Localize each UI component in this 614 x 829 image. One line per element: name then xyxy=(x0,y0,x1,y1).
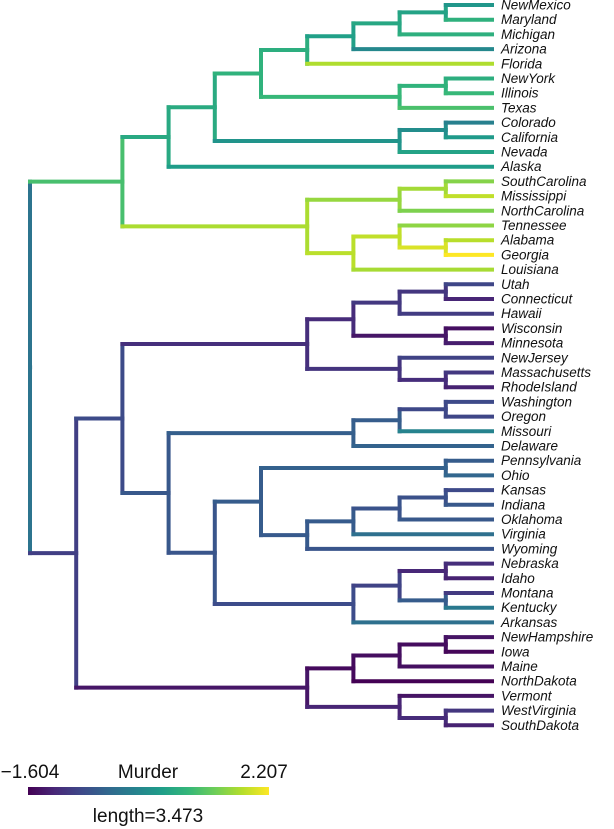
tip-label-newhampshire: NewHampshire xyxy=(501,630,593,645)
tip-label-idaho: Idaho xyxy=(501,571,535,586)
tip-label-rhodeisland: RhodeIsland xyxy=(501,380,577,395)
tip-label-louisiana: Louisiana xyxy=(501,262,559,277)
legend-length-label: length=3.473 xyxy=(93,806,203,827)
tip-label-utah: Utah xyxy=(501,277,530,292)
tip-label-newmexico: NewMexico xyxy=(501,0,571,13)
tip-label-northdakota: NorthDakota xyxy=(501,674,577,689)
tip-label-california: California xyxy=(501,130,559,145)
tip-label-alaska: Alaska xyxy=(500,159,542,174)
tip-label-washington: Washington xyxy=(501,394,572,409)
tip-label-hawaii: Hawaii xyxy=(501,306,543,321)
tip-label-maine: Maine xyxy=(501,659,538,674)
tip-label-southdakota: SouthDakota xyxy=(501,718,580,733)
tip-label-pennsylvania: Pennsylvania xyxy=(501,453,582,468)
legend-max-label: 2.207 xyxy=(240,762,288,783)
tip-label-connecticut: Connecticut xyxy=(501,292,574,307)
tip-label-southcarolina: SouthCarolina xyxy=(501,174,587,189)
tip-labels: NewMexicoMarylandMichiganArizonaFloridaN… xyxy=(500,0,593,733)
tip-label-wyoming: Wyoming xyxy=(501,541,558,556)
tip-label-kansas: Kansas xyxy=(501,483,546,498)
tip-label-maryland: Maryland xyxy=(501,12,557,27)
tip-label-westvirginia: WestVirginia xyxy=(501,703,577,718)
tip-label-oregon: Oregon xyxy=(501,409,546,424)
tip-label-massachusetts: Massachusetts xyxy=(501,365,591,380)
tip-label-nevada: Nevada xyxy=(501,145,548,160)
color-legend: −1.604 Murder 2.207 length=3.473 xyxy=(1,762,288,827)
tip-label-mississippi: Mississippi xyxy=(501,189,567,204)
legend-color-bar xyxy=(28,787,269,795)
tip-label-northcarolina: NorthCarolina xyxy=(501,203,585,218)
tip-label-arizona: Arizona xyxy=(500,42,547,57)
tip-label-newyork: NewYork xyxy=(501,71,556,86)
tip-label-nebraska: Nebraska xyxy=(501,556,559,571)
tip-label-montana: Montana xyxy=(501,586,554,601)
tip-label-missouri: Missouri xyxy=(501,424,552,439)
tip-label-newjersey: NewJersey xyxy=(501,350,569,365)
tip-label-illinois: Illinois xyxy=(501,86,539,101)
tip-label-virginia: Virginia xyxy=(501,527,546,542)
legend-min-label: −1.604 xyxy=(1,762,60,783)
tip-label-texas: Texas xyxy=(501,100,537,115)
tip-label-wisconsin: Wisconsin xyxy=(501,321,562,336)
tip-label-florida: Florida xyxy=(501,56,543,71)
tip-label-delaware: Delaware xyxy=(501,439,558,454)
tip-label-indiana: Indiana xyxy=(501,497,546,512)
tip-label-oklahoma: Oklahoma xyxy=(501,512,563,527)
tip-label-alabama: Alabama xyxy=(500,233,555,248)
tip-label-tennessee: Tennessee xyxy=(501,218,567,233)
tip-label-michigan: Michigan xyxy=(501,27,555,42)
tip-label-colorado: Colorado xyxy=(501,115,556,130)
tip-label-arkansas: Arkansas xyxy=(500,615,558,630)
tip-label-ohio: Ohio xyxy=(501,468,530,483)
tip-label-kentucky: Kentucky xyxy=(501,600,558,615)
tip-label-vermont: Vermont xyxy=(501,688,553,703)
tip-label-iowa: Iowa xyxy=(501,644,530,659)
tip-label-minnesota: Minnesota xyxy=(501,336,564,351)
tip-label-georgia: Georgia xyxy=(501,247,550,262)
legend-title: Murder xyxy=(118,762,179,783)
tree-branches xyxy=(28,3,494,728)
